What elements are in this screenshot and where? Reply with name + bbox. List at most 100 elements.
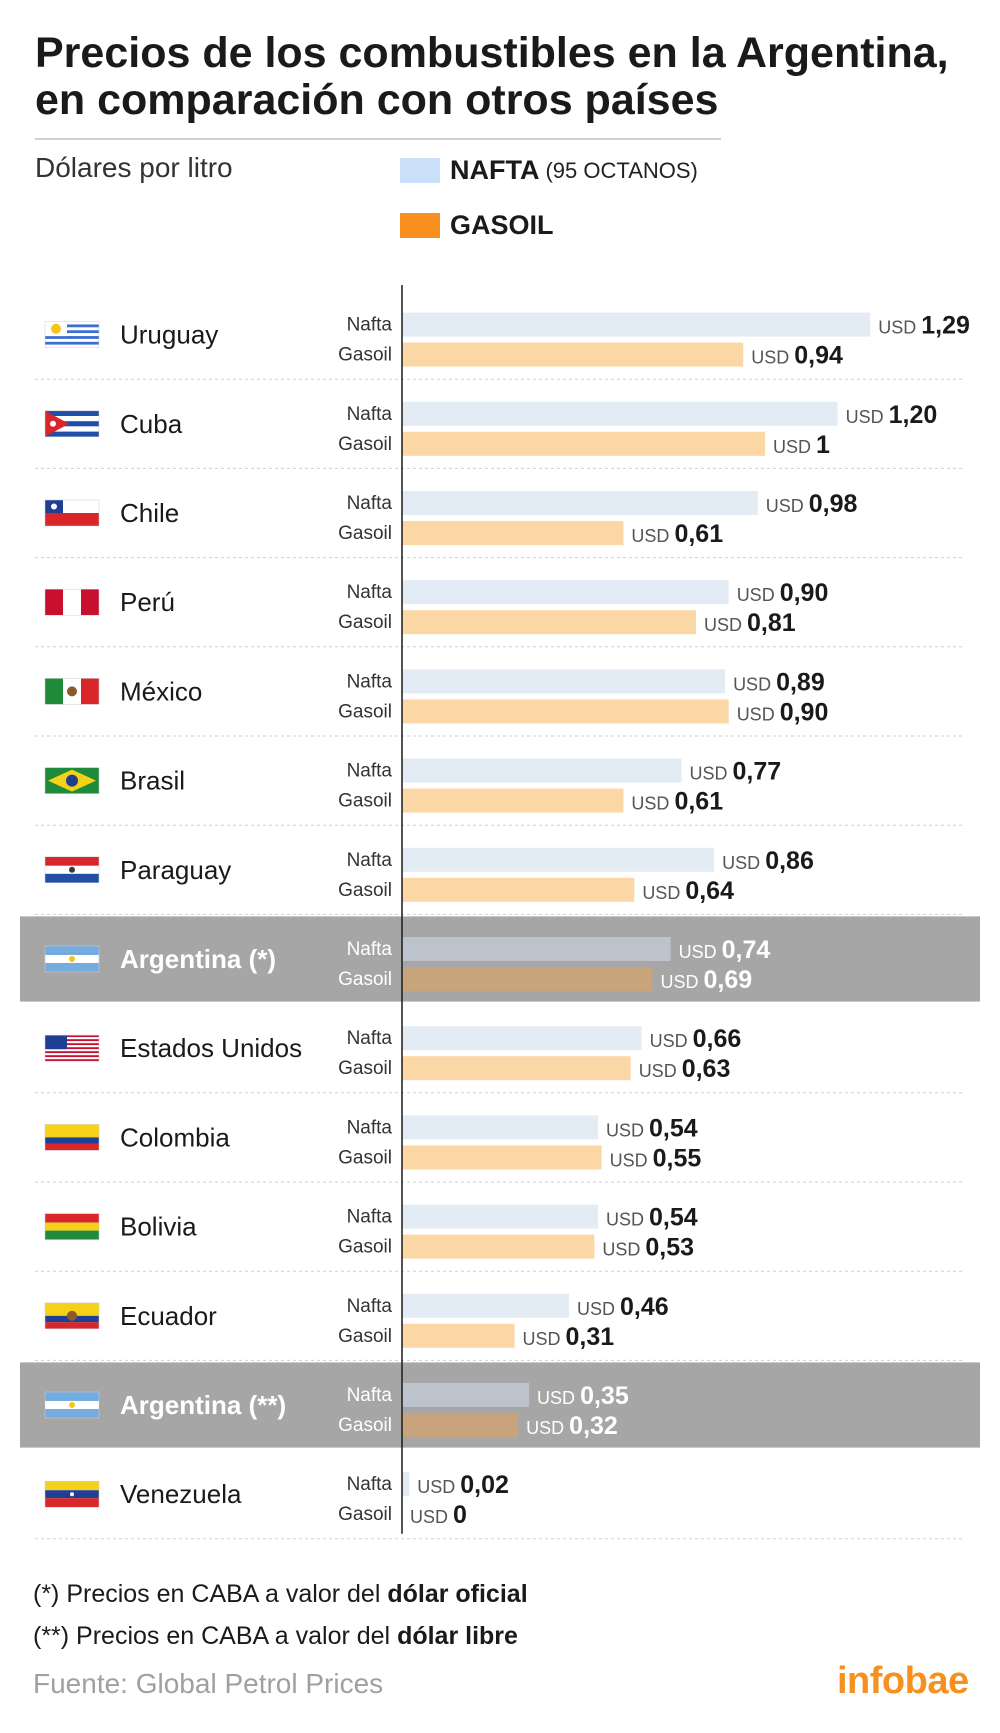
cuba-flag-icon [44,410,100,438]
gasoil-bar-chile [402,521,624,545]
value-number: 0,90 [780,698,829,726]
country-label-cuba: Cuba [120,409,183,439]
nafta-row-label-brasil: Nafta [347,761,393,782]
country-label-colombia: Colombia [120,1122,230,1152]
gasoil-bar-argentina [402,1413,519,1437]
nafta-row-label-argentina: Nafta [347,939,393,960]
gasoil-value-label-bolivia: USD 0,53 [602,1234,694,1262]
value-number: 0,66 [693,1025,742,1053]
legend-gasoil-swatch [400,213,440,238]
flag-top [45,1213,99,1223]
nafta-bar-argentina [402,1383,530,1407]
nafta-bar-brasil [402,758,682,783]
nafta-row-label-estados-unidos: Nafta [347,1028,393,1049]
footnote-1-bold: dólar oficial [387,1580,528,1608]
value-number: 0,98 [809,490,858,518]
flag-stripe [45,1047,99,1050]
colombia-flag-icon [44,1124,100,1151]
nafta-bar-mexico [402,669,726,694]
source-note: Fuente: Global Petrol Prices [33,1668,384,1699]
flag-stripe [45,1055,99,1058]
gasoil-value-label-peru: USD 0,81 [704,609,796,637]
usd-unit: USD [722,853,765,873]
nafta-value-label-cuba: USD 1,20 [846,401,938,429]
flag-bottom [45,963,99,972]
value-number: 0,32 [569,1412,618,1440]
flag-stripe [45,421,99,427]
nafta-row-label-peru: Nafta [347,582,393,603]
nafta-bar-estados-unidos [402,1026,642,1051]
gasoil-value-label-uruguay: USD 0,94 [751,342,843,370]
flag-stripe [45,321,99,325]
flag-emblem [69,866,75,873]
footnote-2-bold: dólar libre [397,1622,518,1650]
nafta-bar-bolivia [402,1204,599,1229]
flag-bottom [45,513,99,526]
flag-bottom [45,1322,99,1329]
flag-bottom [45,1143,99,1151]
usd-unit: USD [523,1329,566,1349]
bolivia-flag-icon [44,1213,100,1240]
nafta-value-label-bolivia: USD 0,54 [606,1204,698,1232]
legend-gasoil: GASOIL [400,210,554,241]
value-number: 0,86 [765,847,814,875]
nafta-bar-uruguay [402,312,871,337]
gasoil-bar-argentina [402,967,653,991]
usd-unit: USD [690,764,733,784]
flag-border [44,499,100,527]
flag-top [45,1481,99,1491]
flag-stripe [45,410,99,416]
value-number: 0,63 [682,1055,731,1083]
flag-stripe [45,1041,99,1044]
usd-unit: USD [679,942,722,962]
mexico-flag-icon [44,678,100,705]
country-label-bolivia: Bolivia [120,1212,197,1242]
gasoil-row-label-uruguay: Gasoil [338,345,392,366]
footnote-1-text: (*) Precios en CABA a valor del [33,1580,388,1608]
flag-stripe [45,336,99,339]
nafta-value-label-peru: USD 0,90 [737,579,829,607]
value-number: 0,64 [685,877,734,905]
nafta-row-label-colombia: Nafta [347,1117,393,1138]
nafta-bar-argentina [402,937,671,961]
footnote-1: (*) Precios en CABA a valor del dólar of… [33,1580,528,1609]
usd-unit: USD [606,1210,649,1230]
flag-border [44,856,100,884]
value-number: 0,61 [674,520,723,548]
nafta-bar-paraguay [402,847,715,872]
value-number: 0,90 [780,579,829,607]
gasoil-bar-cuba [402,431,765,456]
flag-stripe [45,1059,99,1062]
flag-border [44,1034,100,1062]
gasoil-bar-ecuador [402,1323,515,1348]
flag-top [45,1124,99,1138]
flag-bottom [45,1409,99,1418]
legend-nafta-suffix: (95 OCTANOS) [545,157,698,183]
usd-unit: USD [766,496,809,516]
title-line-2: en comparación con otros países [35,76,719,124]
flag-stripe [45,1037,99,1040]
title-divider [35,138,721,140]
flag-sun [51,323,61,334]
flag-border [44,410,100,438]
usd-unit: USD [631,794,674,814]
usd-unit: USD [751,348,794,368]
gasoil-bar-brasil [402,788,624,813]
gasoil-row-label-venezuela: Gasoil [338,1504,392,1525]
value-number: 0,53 [645,1234,694,1262]
usd-unit: USD [660,972,703,992]
usd-unit: USD [639,1061,682,1081]
flag-middle [63,589,81,616]
flag-canton [45,1035,67,1050]
flag-left [45,589,63,616]
usd-unit: USD [737,704,780,724]
country-label-brasil: Brasil [120,766,185,796]
country-label-uruguay: Uruguay [120,320,218,350]
gasoil-bar-peru [402,610,697,635]
argentina-flag-icon [44,1391,100,1419]
gasoil-bar-estados-unidos [402,1056,631,1081]
flag-star [51,503,57,510]
usd-unit: USD [537,1388,580,1408]
nafta-row-label-ecuador: Nafta [347,1296,393,1317]
title-line-1: Precios de los combustibles en la Argent… [35,29,949,77]
